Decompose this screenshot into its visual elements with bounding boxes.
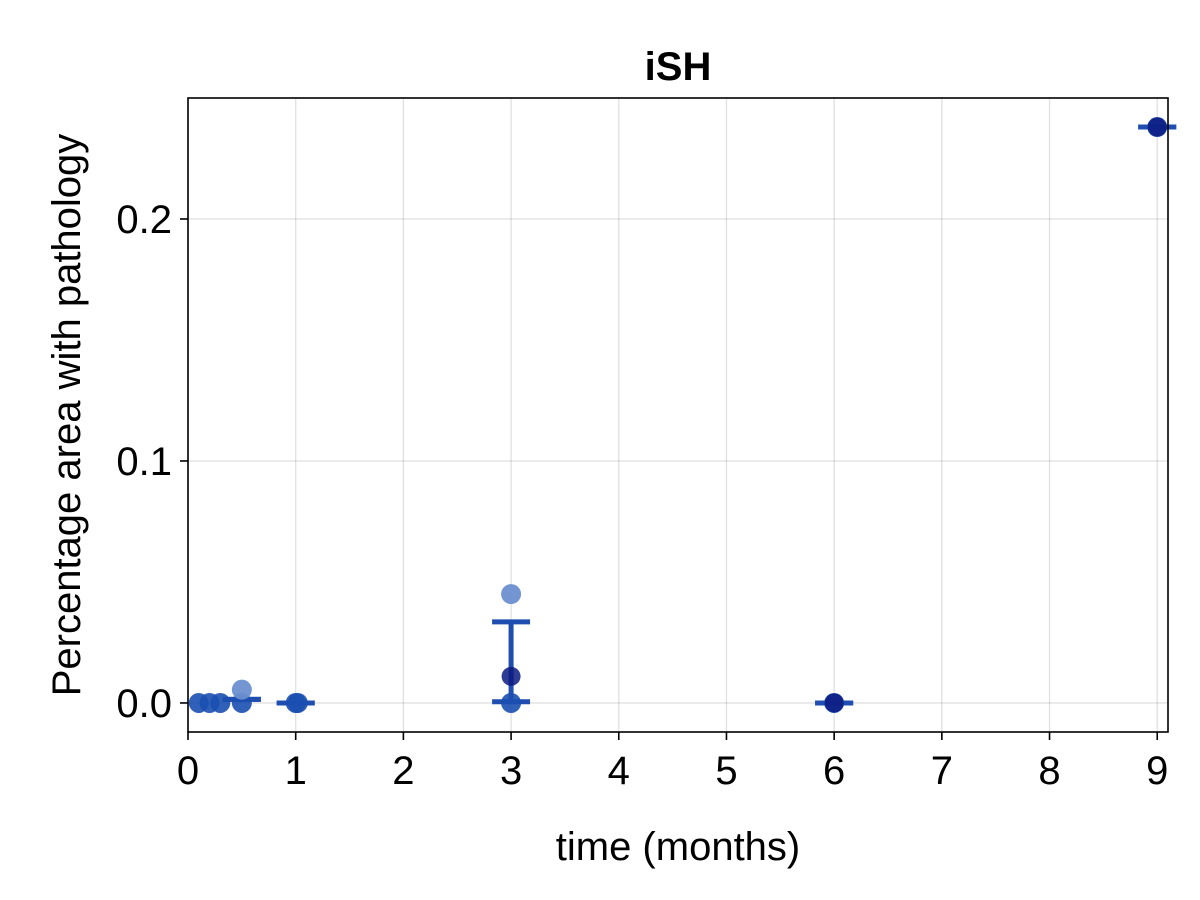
x-tick-label: 4	[608, 749, 630, 793]
grid	[187, 98, 1168, 732]
y-tick-label: 0.0	[116, 682, 172, 726]
x-tick-label: 0	[177, 749, 199, 793]
mean-point	[824, 693, 844, 713]
x-axis-label: time (months)	[556, 825, 801, 869]
mean-points	[501, 117, 1167, 713]
x-tick-label: 3	[500, 749, 522, 793]
errorbars	[222, 124, 1177, 706]
data-point	[231, 679, 252, 700]
x-tick-label: 8	[1038, 749, 1060, 793]
x-axis: 0 1 2 3 4 5 6 7 8 9	[177, 732, 1168, 793]
x-tick-label: 9	[1146, 749, 1168, 793]
mean-point	[1147, 117, 1167, 137]
data-point	[501, 584, 522, 605]
data-point	[501, 692, 522, 713]
y-tick-label: 0.1	[116, 440, 172, 484]
chart-title: iSH	[645, 45, 712, 89]
x-tick-label: 6	[823, 749, 845, 793]
errorbar	[492, 619, 531, 705]
x-tick-label: 5	[715, 749, 737, 793]
x-tick-label: 2	[392, 749, 414, 793]
data-point	[287, 692, 308, 713]
plot-frame	[187, 97, 1169, 733]
data-point	[210, 692, 231, 713]
data-points	[188, 117, 1168, 713]
y-axis-label: Percentage area with pathology	[45, 134, 89, 697]
mean-point	[501, 666, 521, 686]
x-tick-label: 1	[285, 749, 307, 793]
y-tick-label: 0.2	[116, 198, 172, 242]
x-tick-label: 7	[931, 749, 953, 793]
y-axis: 0.0 0.1 0.2	[116, 198, 188, 726]
